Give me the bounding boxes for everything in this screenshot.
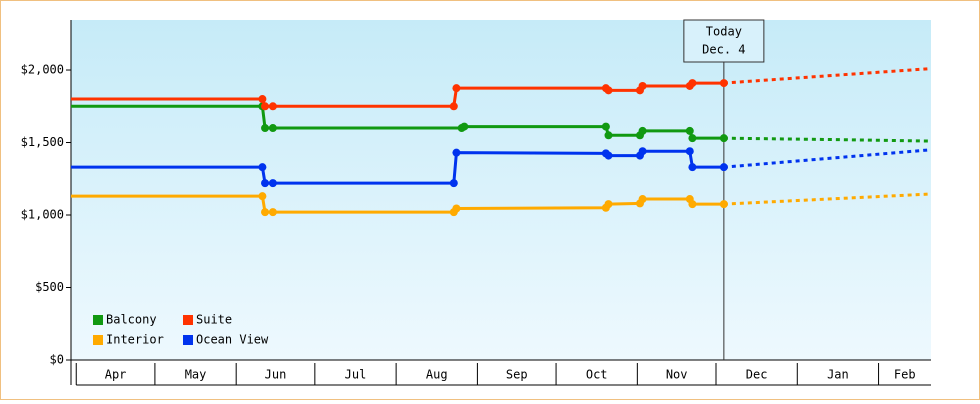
price-point [638, 147, 647, 156]
price-point [719, 163, 728, 172]
price-point [452, 84, 461, 93]
forecast-line [723, 148, 932, 169]
price-point [604, 131, 613, 140]
legend-label: Ocean View [196, 333, 269, 347]
legend-label: Balcony [106, 313, 157, 327]
legend-swatch [183, 335, 193, 345]
price-point [261, 179, 270, 188]
price-point [449, 102, 458, 111]
price-point [688, 134, 697, 143]
forecast-line [723, 136, 932, 143]
legend-label: Interior [106, 333, 164, 347]
price-point [604, 151, 613, 160]
price-point [688, 200, 697, 209]
price-point [261, 102, 270, 111]
price-point [268, 124, 277, 133]
price-point [268, 102, 277, 111]
y-tick-label: $1,000 [21, 208, 64, 222]
price-point [685, 126, 694, 135]
price-point [719, 79, 728, 88]
price-point [261, 208, 270, 217]
y-tick-label: $1,500 [21, 135, 64, 149]
x-tick-label: Oct [586, 368, 608, 382]
x-tick-label: Sep [506, 368, 528, 382]
x-tick-label: Apr [105, 368, 127, 382]
price-point [452, 204, 461, 213]
x-tick-label: Nov [666, 368, 688, 382]
x-tick-label: Feb [894, 368, 916, 382]
price-point [268, 208, 277, 217]
price-point [258, 192, 267, 201]
legend-swatch [93, 335, 103, 345]
today-label: Dec. 4 [702, 43, 745, 57]
price-point [688, 163, 697, 172]
price-point [452, 148, 461, 157]
price-point [719, 200, 728, 209]
plot-area [71, 20, 931, 360]
price-point [638, 195, 647, 204]
x-tick-label: Jan [827, 368, 849, 382]
price-point [719, 134, 728, 143]
price-point [449, 179, 458, 188]
x-tick-label: Jun [265, 368, 287, 382]
price-point [638, 81, 647, 90]
x-tick-label: Jul [345, 368, 367, 382]
price-point [604, 200, 613, 209]
price-point [261, 124, 270, 133]
x-tick-label: Aug [426, 368, 448, 382]
price-point [460, 122, 469, 131]
forecast-line [723, 192, 932, 206]
price-point [638, 126, 647, 135]
y-tick-label: $0 [50, 353, 64, 367]
price-point [688, 79, 697, 88]
y-tick-label: $2,000 [21, 63, 64, 77]
legend-swatch [183, 315, 193, 325]
legend-swatch [93, 315, 103, 325]
forecast-line [723, 67, 932, 85]
today-label: Today [706, 25, 742, 39]
x-tick-label: May [185, 368, 207, 382]
price-point [258, 163, 267, 172]
price-point [268, 179, 277, 188]
price-point [604, 86, 613, 95]
price-point [601, 122, 610, 131]
x-tick-label: Dec [746, 368, 768, 382]
legend-label: Suite [196, 313, 232, 327]
price-point [685, 147, 694, 156]
price-point [258, 95, 267, 104]
today-box [683, 19, 765, 63]
y-tick-label: $500 [35, 280, 64, 294]
